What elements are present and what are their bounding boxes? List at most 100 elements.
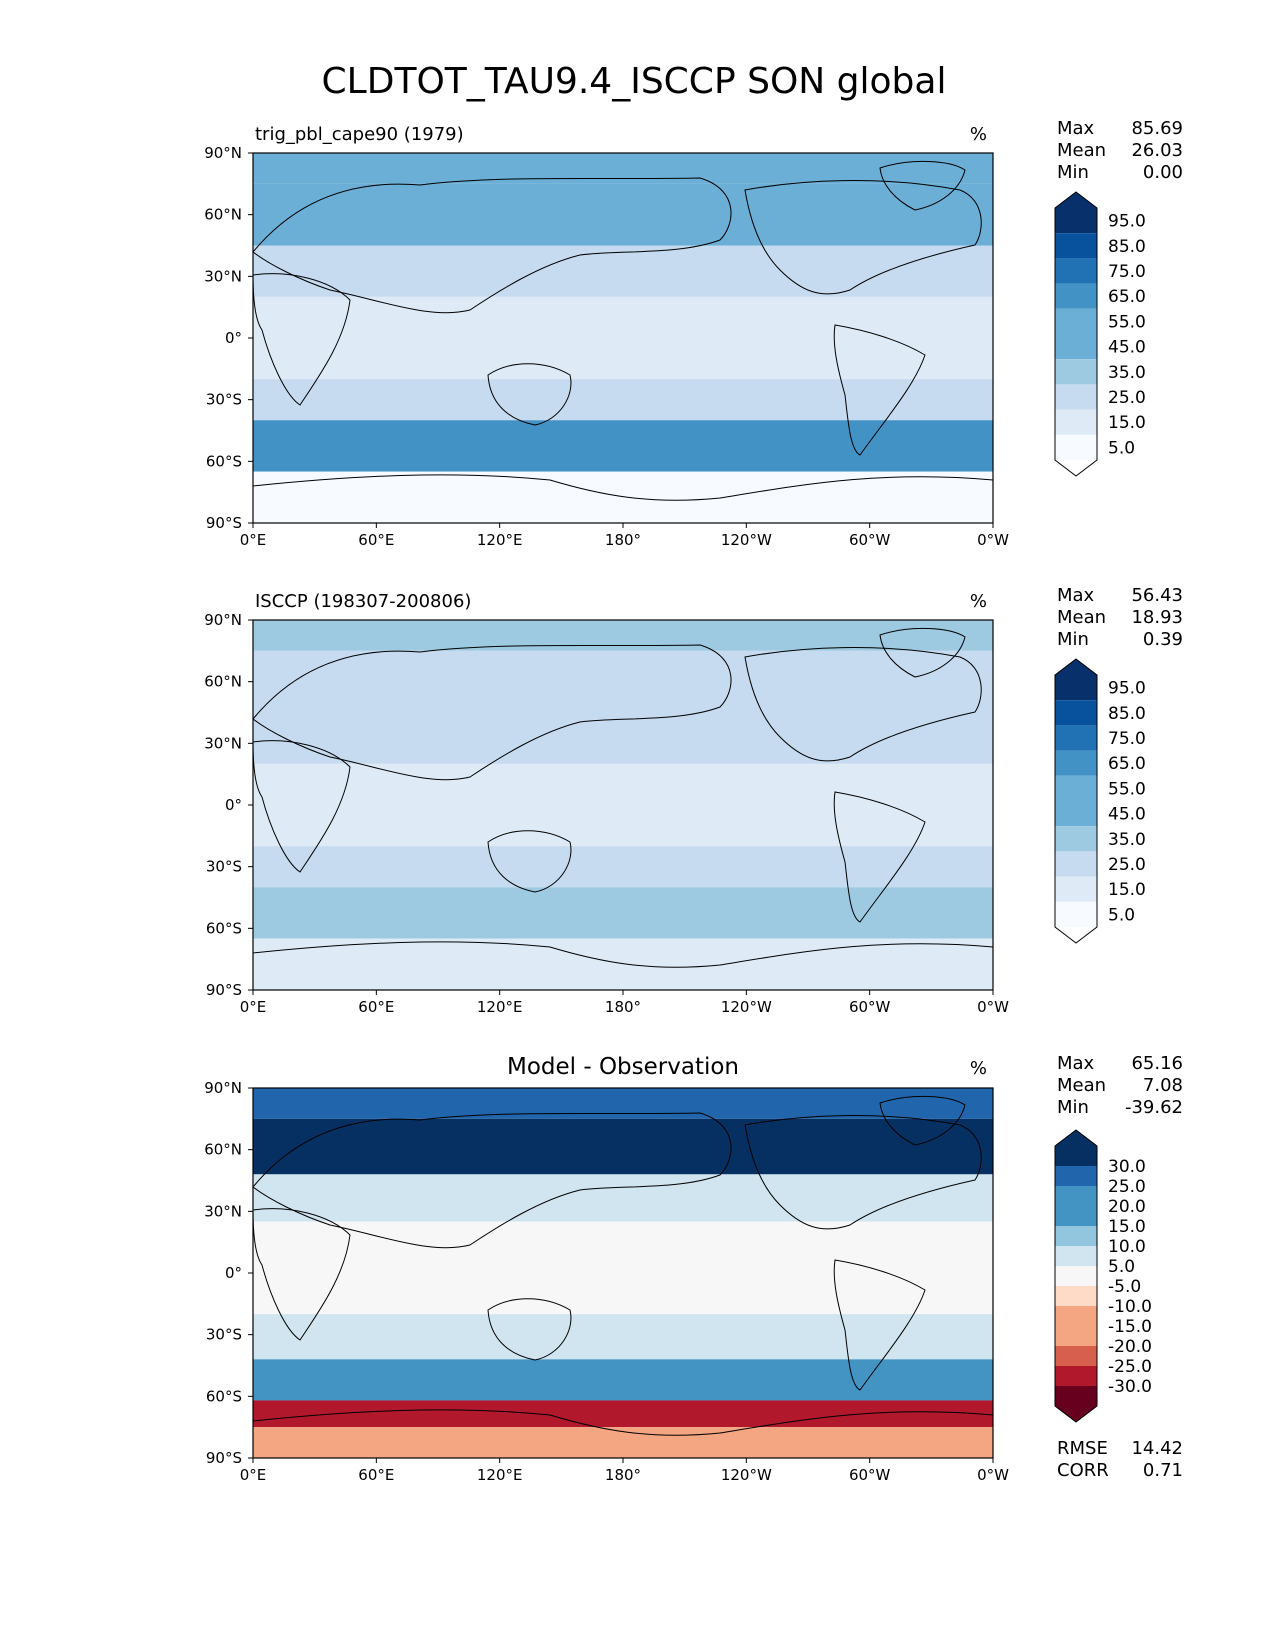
panel-model: trig_pbl_cape90 (1979) % [204,118,1183,549]
coastline-south-america [833,324,926,456]
colorbar-tick-label: 45.0 [1108,338,1146,358]
x-tick-label: 60°W [849,998,891,1016]
stat-value: 18.93 [1131,607,1183,628]
colorbar-segment [1055,851,1097,877]
colorbar-segment [1055,1206,1097,1226]
field-band-tropics [253,1221,993,1315]
colorbar-segment [1055,1386,1097,1406]
y-tick-label: 30°N [204,734,242,752]
colorbar-tick-label: 55.0 [1108,779,1146,799]
field-band-antarctic [253,938,993,990]
field-band-north-high [253,650,993,713]
units-label: % [970,591,987,612]
stat-label: Min [1057,162,1089,183]
coastline-greenland [879,161,966,211]
coastline-australia [487,830,572,893]
coastlines [252,1096,994,1436]
x-tick-label: 120°E [477,531,523,549]
colorbar-segment [1055,700,1097,726]
coastline-australia [487,363,572,426]
metrics-box: RMSE 14.42 CORR 0.71 [1057,1438,1183,1481]
y-tick-label: 90°S [206,514,242,532]
colorbar-segment [1055,1186,1097,1206]
colorbar-extend-max [1055,192,1097,208]
field-band-south-mid [253,379,993,421]
colorbar-tick-label: 55.0 [1108,312,1146,332]
colorbar-segment [1055,801,1097,827]
colorbar-outline [1054,1129,1098,1423]
colorbar-extend-max [1055,1130,1097,1146]
coastline-north-america [744,1115,982,1230]
colorbar-segment [1055,1226,1097,1246]
colorbar-segment [1055,826,1097,852]
colorbar-segment [1055,775,1097,801]
colorbar-tick-label: 65.0 [1108,287,1146,307]
colorbar-segment [1055,1326,1097,1346]
x-tick-label: 180° [605,998,641,1016]
y-tick-label: 0° [225,796,242,814]
colorbar: 95.0 85.0 75.0 65.0 55.0 45.0 35.0 25.0 … [1054,191,1146,477]
colorbar-segment [1055,409,1097,435]
field-band-antarctic [253,1427,993,1458]
stat-label: Max [1057,118,1095,139]
colorbar-tick-label: -10.0 [1108,1297,1152,1317]
colorbar-tick-label: 30.0 [1108,1157,1146,1177]
field-band-polar-north [253,620,993,651]
x-tick-label: 180° [605,1466,641,1484]
coastline-north-america [744,180,982,295]
panel-title: trig_pbl_cape90 (1979) [255,124,464,145]
panel-difference: Model - Observation % [204,1053,1183,1484]
coastline-north-america [744,647,982,762]
field-band-north-mid [253,712,993,764]
metric-label: RMSE [1057,1438,1108,1459]
stat-label: Mean [1057,1075,1106,1096]
x-tick-label: 0°W [977,998,1009,1016]
field-band-antarctic [253,471,993,523]
field-band-tropics [253,763,993,847]
colorbar-segment [1055,1246,1097,1266]
colorbar-tick-label: 75.0 [1108,729,1146,749]
units-label: % [970,1058,987,1079]
colorbar-segment [1055,283,1097,309]
panel-observation: ISCCP (198307-200806) % [204,585,1183,1016]
y-tick-label: 30°S [206,858,242,876]
map-field [253,1088,993,1458]
map-field [253,153,993,523]
colorbar: 95.0 85.0 75.0 65.0 55.0 45.0 35.0 25.0 … [1054,658,1146,944]
y-tick-label: 60°N [204,673,242,691]
colorbar-segment [1055,876,1097,902]
coastline-greenland [879,1096,966,1146]
colorbar-segment [1055,1166,1097,1186]
y-tick-label: 90°S [206,1449,242,1467]
colorbar-extend-min [1055,460,1097,476]
colorbar: 30.0 25.0 20.0 15.0 10.0 5.0 -5.0 -10.0 … [1054,1129,1152,1423]
colorbar-segment [1055,675,1097,701]
colorbar-segment [1055,725,1097,751]
colorbar-segment [1055,1146,1097,1166]
coastline-europe-asia [252,1112,732,1249]
field-band-north-high [253,183,993,246]
stat-label: Min [1057,629,1089,650]
coastline-greenland [879,628,966,678]
colorbar-tick-label: 25.0 [1108,388,1146,408]
colorbar-outline [1054,658,1098,944]
field-band-south-mid [253,1314,993,1360]
colorbar-segment [1055,334,1097,360]
coastline-south-america [833,791,926,923]
x-tick-label: 0°W [977,531,1009,549]
x-tick-label: 120°W [721,998,772,1016]
x-axis: 0°E 60°E 120°E 180° 120°W 60°W 0°W [240,523,1009,549]
stat-value: 7.08 [1143,1075,1183,1096]
colorbar-extend-max [1055,659,1097,675]
field-band-north-mid [253,245,993,297]
stat-value: 26.03 [1131,140,1183,161]
y-tick-label: 30°S [206,391,242,409]
x-tick-label: 60°W [849,531,891,549]
y-tick-label: 60°S [206,919,242,937]
colorbar-extend-min [1055,1406,1097,1422]
colorbar-outline [1054,191,1098,477]
y-axis: 90°N 60°N 30°N 0° 30°S 60°S 90°S [204,1079,253,1467]
colorbar-tick-label: -30.0 [1108,1377,1152,1397]
stat-label: Mean [1057,607,1106,628]
stat-value: -39.62 [1125,1097,1183,1118]
